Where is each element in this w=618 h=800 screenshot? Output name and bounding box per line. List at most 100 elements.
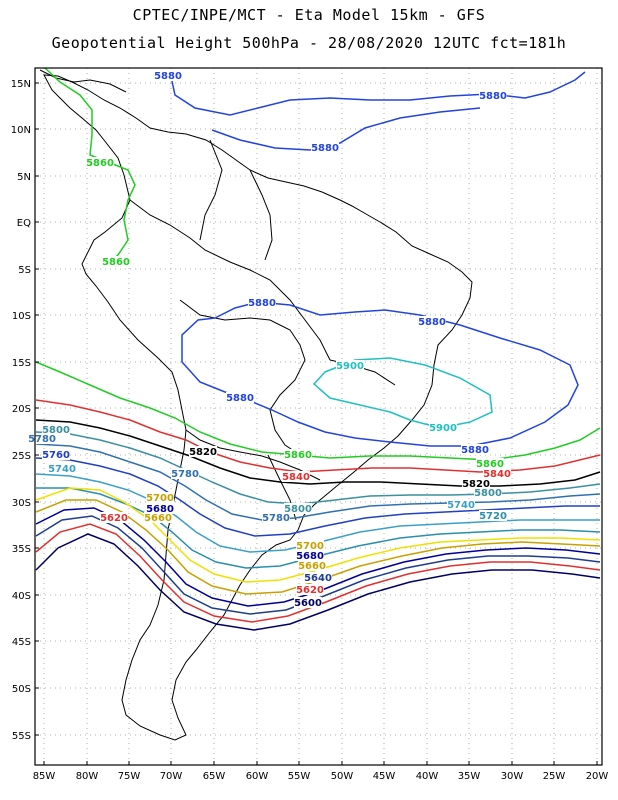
contour-label: 5680 [296, 551, 324, 562]
lon-tick-label: 70W [160, 771, 183, 782]
contour-label-bg [171, 468, 199, 479]
contour-label: 5880 [248, 298, 276, 309]
contour-label-bg [311, 142, 339, 153]
lon-tick-label: 60W [246, 771, 269, 782]
lat-tick-label: 5N [17, 172, 31, 183]
contour-5740-main [35, 473, 600, 553]
contour-label-bg [479, 90, 507, 101]
contour-label: 5800 [474, 488, 502, 499]
contour-label: 5880 [311, 143, 339, 154]
contour-5620-main [35, 523, 601, 623]
contour-label-bg [248, 297, 276, 308]
contour-label-bg [262, 512, 290, 523]
contour-label: 5880 [418, 317, 446, 328]
contour-label-bg [146, 492, 174, 503]
contour-label: 5660 [144, 513, 172, 524]
contour-label-bg [447, 499, 475, 510]
contour-label-bg [462, 478, 490, 489]
contour-5600-main [35, 533, 601, 631]
contour-label-bg [154, 70, 182, 81]
lat-lon-grid [35, 68, 602, 765]
lon-tick-label: 25W [543, 771, 566, 782]
lat-tick-label: 50S [12, 684, 31, 695]
contour-label: 5800 [42, 425, 70, 436]
lat-tick-label: 30S [12, 498, 31, 509]
contour-label: 5840 [483, 469, 511, 480]
contour-label-bg [483, 468, 511, 479]
contour-label-bg [102, 256, 130, 267]
contour-label-bg [146, 503, 174, 514]
contour-label: 5860 [284, 450, 312, 461]
contour-label: 5900 [429, 423, 457, 434]
contour-5820-main [35, 419, 601, 487]
contour-label: 5840 [282, 472, 310, 483]
lat-tick-label: EQ [17, 218, 31, 229]
contour-label-bg [474, 487, 502, 498]
lon-tick-label: 85W [33, 771, 56, 782]
contour-5640-main [35, 515, 601, 615]
contour-5880-north-upper [169, 71, 586, 116]
contour-label-bg [418, 316, 446, 327]
contour-label-bg [461, 444, 489, 455]
country-border-4 [249, 169, 273, 261]
central-america-coast [39, 69, 127, 93]
contour-label-bg [296, 540, 324, 551]
lat-tick-label: 20S [12, 404, 31, 415]
south-america-coast [43, 74, 473, 741]
contour-label-bg [479, 510, 507, 521]
contour-label: 5800 [284, 504, 312, 515]
contour-label: 5620 [100, 513, 128, 524]
lat-tick-label: 10N [11, 125, 31, 136]
country-border-5 [199, 139, 223, 241]
contour-5760-main [35, 457, 600, 537]
contour-label-bg [298, 560, 326, 571]
contour-label-bg [86, 157, 114, 168]
lat-tick-label: 40S [12, 591, 31, 602]
contour-label-bg [284, 449, 312, 460]
lon-tick-label: 65W [203, 771, 226, 782]
contour-5720-main [36, 487, 601, 569]
contour-label: 5620 [296, 585, 324, 596]
country-border-2 [179, 299, 306, 456]
contour-label-bg [48, 463, 76, 474]
lon-tick-label: 45W [373, 771, 396, 782]
lat-tick-label: 25S [12, 451, 31, 462]
contour-label-bg [100, 512, 128, 523]
country-border-1 [129, 199, 331, 361]
contour-5800-main [35, 431, 601, 505]
contour-label: 5600 [294, 598, 322, 609]
contour-label: 5880 [461, 445, 489, 456]
contour-label: 5900 [336, 361, 364, 372]
lat-tick-label: 5S [18, 265, 31, 276]
coastline-borders [39, 69, 473, 741]
lon-tick-label: 35W [458, 771, 481, 782]
contour-5880-north-lower [211, 107, 481, 151]
contour-5660-main [35, 499, 601, 595]
map-title-line1: CPTEC/INPE/MCT - Eta Model 15km - GFS [132, 6, 486, 24]
contour-label: 5740 [48, 464, 76, 475]
map-title-line2: Geopotential Height 500hPa - 28/08/2020 … [51, 34, 567, 52]
contour-label: 5700 [296, 541, 324, 552]
contour-label: 5880 [154, 71, 182, 82]
contour-label-bg [226, 392, 254, 403]
contour-label-bg [189, 446, 217, 457]
lat-tick-label: 55S [12, 731, 31, 742]
contour-label: 5880 [226, 393, 254, 404]
lon-tick-label: 20W [586, 771, 609, 782]
contour-label: 5860 [86, 158, 114, 169]
contour-label-bg [296, 550, 324, 561]
contour-labels: 5880 5880 5880 5860 5860 5880 5880 5900 5880 5900… [28, 70, 511, 609]
contour-label-bg [284, 503, 312, 514]
lat-tick-label: 35S [12, 544, 31, 555]
contour-label-bg [294, 597, 322, 608]
contour-label: 5700 [146, 493, 174, 504]
contour-label: 5720 [479, 511, 507, 522]
lon-tick-label: 40W [416, 771, 439, 782]
contour-label: 5780 [28, 434, 56, 445]
contour-label: 5680 [146, 504, 174, 515]
lat-tick-label: 45S [12, 637, 31, 648]
lon-tick-label: 30W [501, 771, 524, 782]
contour-label-bg [282, 471, 310, 482]
lon-tick-label: 50W [331, 771, 354, 782]
contour-label: 5860 [476, 459, 504, 470]
